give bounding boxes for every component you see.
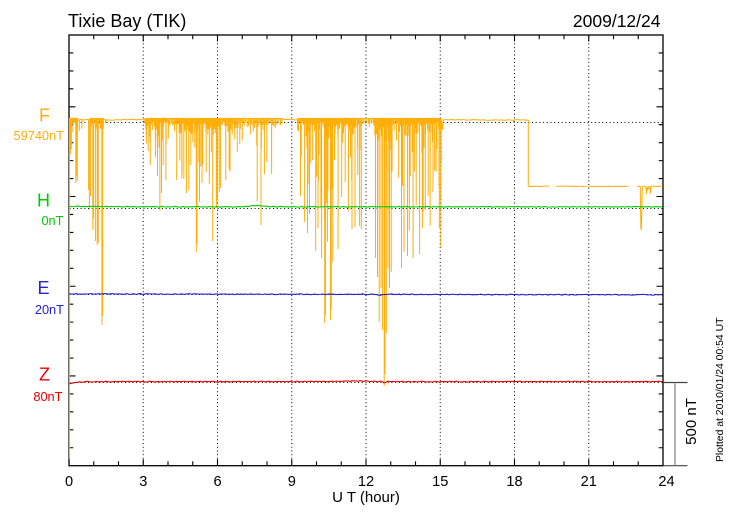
svg-text:20nT: 20nT bbox=[35, 302, 64, 317]
svg-text:3: 3 bbox=[139, 474, 147, 490]
svg-text:59740nT: 59740nT bbox=[13, 128, 64, 143]
svg-text:18: 18 bbox=[506, 474, 522, 490]
svg-text:Z: Z bbox=[39, 365, 50, 385]
svg-text:6: 6 bbox=[213, 474, 221, 490]
svg-text:0nT: 0nT bbox=[41, 213, 63, 228]
svg-text:24: 24 bbox=[658, 474, 674, 490]
svg-text:9: 9 bbox=[288, 474, 296, 490]
svg-text:15: 15 bbox=[432, 474, 448, 490]
svg-text:80nT: 80nT bbox=[33, 389, 62, 404]
svg-text:12: 12 bbox=[358, 474, 374, 490]
svg-text:E: E bbox=[37, 278, 49, 298]
svg-text:0: 0 bbox=[65, 474, 73, 490]
svg-text:Tixie Bay (TIK): Tixie Bay (TIK) bbox=[68, 11, 186, 31]
svg-text:F: F bbox=[39, 106, 50, 126]
svg-text:500 nT: 500 nT bbox=[683, 398, 700, 445]
svg-text:2009/12/24: 2009/12/24 bbox=[573, 11, 661, 31]
svg-text:H: H bbox=[37, 191, 50, 211]
svg-text:21: 21 bbox=[581, 474, 597, 490]
svg-text:Plotted at 2010/01/24 00:54 UT: Plotted at 2010/01/24 00:54 UT bbox=[715, 317, 726, 462]
svg-text:U T (hour): U T (hour) bbox=[332, 489, 400, 506]
